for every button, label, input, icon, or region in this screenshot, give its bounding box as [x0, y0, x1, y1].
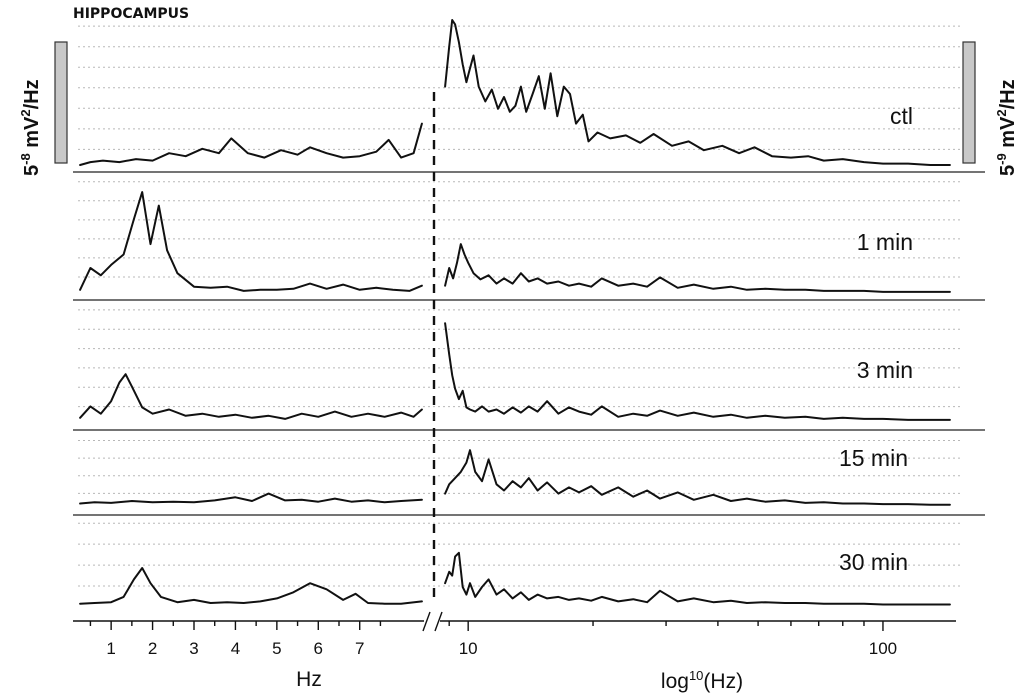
condition-label: 3 min [857, 357, 913, 383]
panel-ctl: ctl [78, 19, 960, 166]
x-tick-label-left: 3 [189, 639, 198, 658]
panel-30-min: 30 min [78, 522, 960, 606]
right-scale-label: 5-9 mV2/Hz [994, 79, 1019, 176]
trace-low-30-min [79, 567, 423, 605]
condition-label: 30 min [839, 549, 908, 575]
x-tick-label-right: 100 [869, 639, 897, 658]
left-scale-label: 5-8 mV2/Hz [18, 79, 43, 176]
x-axis: 1 2 3 4 5 6 7 10 100 [73, 611, 956, 658]
panel-1-min: 1 min [78, 181, 960, 293]
trace-low-15-min [79, 492, 423, 505]
trace-high-ctl [444, 19, 951, 166]
x-label-right: log10(Hz) [661, 668, 743, 693]
trace-high-1-min [444, 243, 951, 293]
condition-label: ctl [890, 103, 913, 129]
x-tick-label-right: 10 [459, 639, 478, 658]
condition-label: 1 min [857, 229, 913, 255]
x-tick-label-left: 1 [106, 639, 115, 658]
axis-break-mark-2 [434, 611, 443, 632]
trace-low-3-min [79, 373, 423, 420]
panels: ctl 1 min 3 min 15 min 30 min [73, 19, 985, 606]
panel-15-min: 15 min [78, 440, 960, 506]
left-scale-bar [54, 41, 68, 164]
panel-3-min: 3 min [78, 309, 960, 421]
x-tick-label-left: 7 [355, 639, 364, 658]
axis-break-mark-1 [422, 611, 431, 632]
x-tick-label-left: 4 [231, 639, 240, 658]
trace-low-1-min [79, 191, 423, 292]
x-tick-label-left: 5 [272, 639, 281, 658]
trace-high-30-min [444, 551, 951, 606]
x-tick-label-left: 2 [148, 639, 157, 658]
figure-title: HIPPOCAMPUS [73, 6, 189, 22]
trace-high-15-min [444, 449, 951, 506]
x-tick-label-left: 6 [314, 639, 323, 658]
x-label-left: Hz [296, 668, 322, 691]
trace-high-3-min [444, 322, 951, 421]
right-scale-bar [962, 41, 976, 164]
trace-low-ctl [79, 122, 423, 166]
condition-label: 15 min [839, 445, 908, 471]
